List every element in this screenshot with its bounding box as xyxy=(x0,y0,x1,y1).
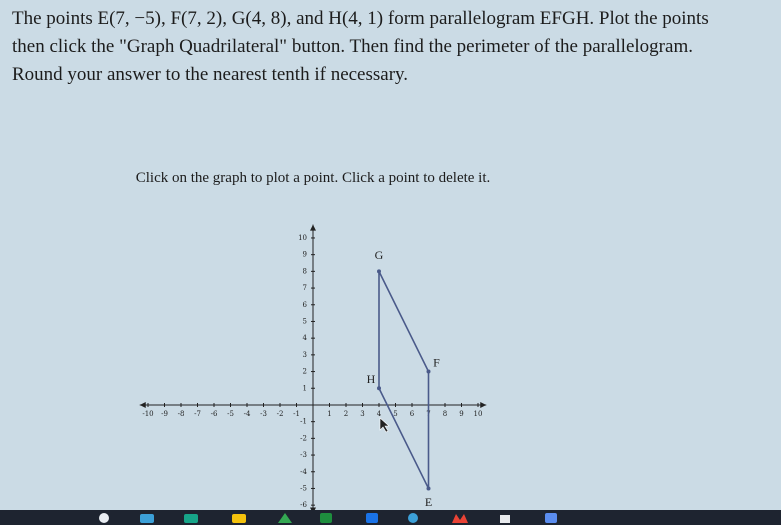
y-tick-label: -6 xyxy=(300,501,307,509)
y-tick-label: -5 xyxy=(300,484,307,492)
y-tick-label: 9 xyxy=(303,251,307,259)
icon[interactable] xyxy=(408,513,418,523)
icon[interactable] xyxy=(99,513,109,523)
x-tick-label: 2 xyxy=(344,410,348,418)
y-tick-label: 10 xyxy=(298,234,307,242)
x-tick-label: 8 xyxy=(443,410,447,418)
icon[interactable] xyxy=(452,514,468,523)
instruction: Click on the graph to plot a point. Clic… xyxy=(136,170,491,186)
y-tick-label: -3 xyxy=(300,451,307,459)
x-tick-label: 1 xyxy=(327,410,331,418)
y-tick-label: 3 xyxy=(303,351,307,359)
point-label: H xyxy=(367,372,376,386)
x-tick-label: -5 xyxy=(227,410,234,418)
point-label: F xyxy=(433,355,440,369)
point-label: E xyxy=(425,495,432,509)
x-tick-label: 5 xyxy=(393,410,397,418)
x-tick-label: -8 xyxy=(178,410,185,418)
y-tick-label: -4 xyxy=(300,468,307,476)
problem-line: then click the "Graph Quadrilateral" but… xyxy=(12,36,693,57)
x-tick-label: 10 xyxy=(474,410,483,418)
y-tick-label: 4 xyxy=(303,334,308,342)
icon[interactable] xyxy=(184,514,198,523)
x-tick-label: 3 xyxy=(360,410,364,418)
x-tick-label: 9 xyxy=(459,410,463,418)
graph[interactable]: -10 -9 -8 -7 -6 -5 -4 -3 -2 -1 1 2 3 4 5 6 7 8 9 10 -6 -5 -4 -3… xyxy=(139,224,487,514)
plotted-point[interactable] xyxy=(377,269,381,274)
y-tick-label: 8 xyxy=(303,267,307,275)
icon[interactable] xyxy=(278,513,292,523)
problem-line: Round your answer to the nearest tenth i… xyxy=(12,64,408,85)
y-tick-label: 7 xyxy=(303,284,307,292)
icon[interactable] xyxy=(500,515,510,523)
icon[interactable] xyxy=(232,514,246,523)
point-label: G xyxy=(375,248,384,262)
x-tick-label: -3 xyxy=(260,410,267,418)
y-tick-label: 2 xyxy=(303,368,307,376)
x-tick-label: -10 xyxy=(142,410,153,418)
problem-line: The points E(7, −5), F(7, 2), G(4, 8), a… xyxy=(12,8,709,29)
y-tick-label: -1 xyxy=(300,418,307,426)
x-tick-label: -2 xyxy=(277,410,284,418)
icon[interactable] xyxy=(140,514,154,523)
plotted-point[interactable] xyxy=(426,486,431,491)
x-tick-label: -1 xyxy=(293,410,300,418)
x-tick-label: -4 xyxy=(244,410,251,418)
plotted-point[interactable] xyxy=(377,386,381,391)
icon[interactable] xyxy=(545,513,557,523)
y-tick-label: 6 xyxy=(303,301,308,309)
x-tick-label: 6 xyxy=(410,410,415,418)
icon[interactable] xyxy=(320,513,332,523)
x-tick-label: -9 xyxy=(161,410,168,418)
y-tick-label: 1 xyxy=(303,384,307,392)
x-tick-label: -7 xyxy=(194,410,201,418)
plotted-point[interactable] xyxy=(426,369,431,374)
x-tick-label: 4 xyxy=(377,410,382,418)
y-tick-label: -2 xyxy=(300,434,307,442)
cursor xyxy=(379,417,390,433)
taskbar-icons xyxy=(99,513,557,523)
icon[interactable] xyxy=(366,513,378,523)
y-tick-label: 5 xyxy=(303,317,307,325)
x-tick-label: -6 xyxy=(211,410,218,418)
taskbar xyxy=(0,510,781,525)
